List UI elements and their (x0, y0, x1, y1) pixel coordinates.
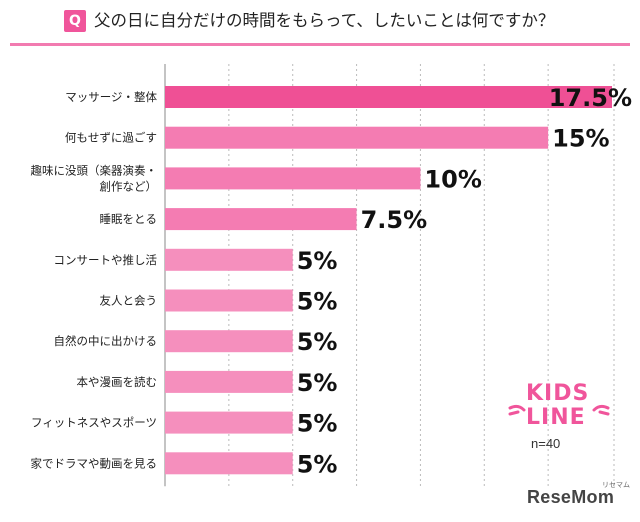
bar-5 (165, 289, 293, 312)
bar-4 (165, 248, 293, 271)
category-label-6: 自然の中に出かける (54, 334, 158, 348)
category-label-4: コンサートや推し活 (54, 253, 158, 267)
category-label-3: 睡眠をとる (100, 212, 158, 226)
category-label-8: フィットネスやスポーツ (31, 416, 157, 430)
bar-1 (165, 126, 549, 149)
brand-kana: リセマム (602, 481, 630, 489)
value-label-6: 5% (297, 328, 338, 356)
resemom-logo: ReseMom (527, 487, 614, 508)
value-label-8: 5% (297, 410, 338, 438)
bar-7 (165, 370, 293, 393)
bar-3 (165, 208, 357, 231)
category-label-2: 趣味に没頭（楽器演奏・創作など） (31, 163, 158, 193)
category-label-1: 何もせずに過ごす (65, 131, 157, 145)
value-label-2: 10% (424, 165, 481, 193)
category-label-0: マッサージ・整体 (65, 90, 157, 104)
brand-name-b: Mom (571, 487, 615, 507)
sample-size: n=40 (531, 436, 561, 451)
value-label-9: 5% (297, 450, 338, 478)
logo-left-arm-icon (508, 404, 526, 416)
category-label-7: 本や漫画を読む (77, 375, 158, 389)
question-title: 父の日に自分だけの時間をもらって、したいことは何ですか？ (94, 11, 555, 30)
value-label-5: 5% (297, 288, 338, 316)
kids-line-logo: KIDS LINE (508, 381, 610, 430)
logo-line-2: LINE (526, 405, 586, 430)
header-divider (10, 43, 630, 46)
value-label-7: 5% (297, 369, 338, 397)
category-label-9: 家でドラマや動画を見る (31, 456, 158, 470)
value-label-1: 15% (552, 125, 609, 153)
value-label-4: 5% (297, 247, 338, 275)
bar-2 (165, 167, 421, 190)
logo-line-1: KIDS (526, 381, 589, 406)
bar-9 (165, 452, 293, 475)
logo-right-arm-icon (592, 404, 610, 416)
category-label-5: 友人と会う (100, 294, 158, 308)
value-label-3: 7.5% (361, 206, 428, 234)
question-badge: Q (64, 10, 86, 32)
bar-6 (165, 330, 293, 353)
brand-name-a: Rese (527, 487, 572, 507)
chart-header: Q 父の日に自分だけの時間をもらって、したいことは何ですか？ (0, 0, 640, 52)
bar-0 (165, 86, 612, 108)
bar-8 (165, 411, 293, 434)
value-label-0: 17.5% (549, 84, 632, 112)
